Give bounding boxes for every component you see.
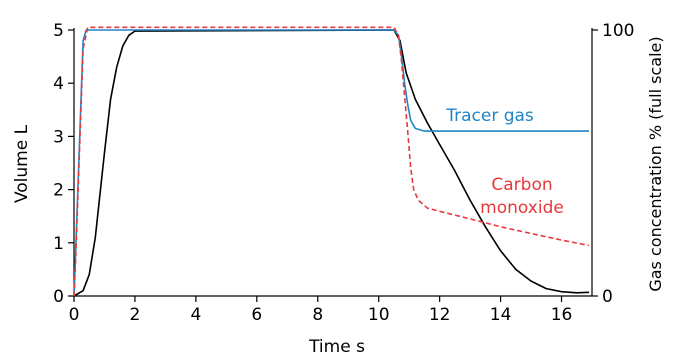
x-tick-label: 6 — [251, 305, 262, 325]
y2-tick-label: 0 — [602, 287, 613, 307]
labels-layer: Time s Volume L Gas concentration % (ful… — [12, 36, 665, 357]
y-tick-label: 4 — [53, 74, 64, 94]
series-label-co: monoxide — [480, 198, 564, 218]
y-tick-label: 5 — [53, 21, 64, 41]
y-tick-label: 0 — [53, 287, 64, 307]
series-label-tracer: Tracer gas — [445, 106, 534, 126]
y-tick-label: 3 — [53, 127, 64, 147]
x-axis-label: Time s — [308, 337, 365, 355]
series-line-volume — [73, 29, 590, 297]
x-tick-label: 12 — [429, 305, 451, 325]
series-line-co — [73, 26, 590, 297]
y-axis-label: Volume L — [12, 124, 32, 203]
x-tick-label: 8 — [312, 305, 323, 325]
x-tick-label: 0 — [69, 305, 80, 325]
y2-axis-label: Gas concentration % (full scale) — [646, 36, 665, 291]
legend-layer: Tracer gas Carbon monoxide — [445, 106, 564, 218]
y2-tick-label: 100 — [602, 21, 634, 41]
x-tick-label: 2 — [130, 305, 141, 325]
series-line-tracer — [73, 29, 589, 297]
series-label-co: Carbon — [491, 175, 552, 195]
x-tick-label: 14 — [490, 305, 512, 325]
y-tick-label: 2 — [53, 181, 64, 201]
x-tick-label: 16 — [551, 305, 573, 325]
series-layer — [73, 26, 590, 297]
x-tick-label: 4 — [190, 305, 201, 325]
x-tick-label: 10 — [368, 305, 390, 325]
y-tick-label: 1 — [53, 234, 64, 254]
